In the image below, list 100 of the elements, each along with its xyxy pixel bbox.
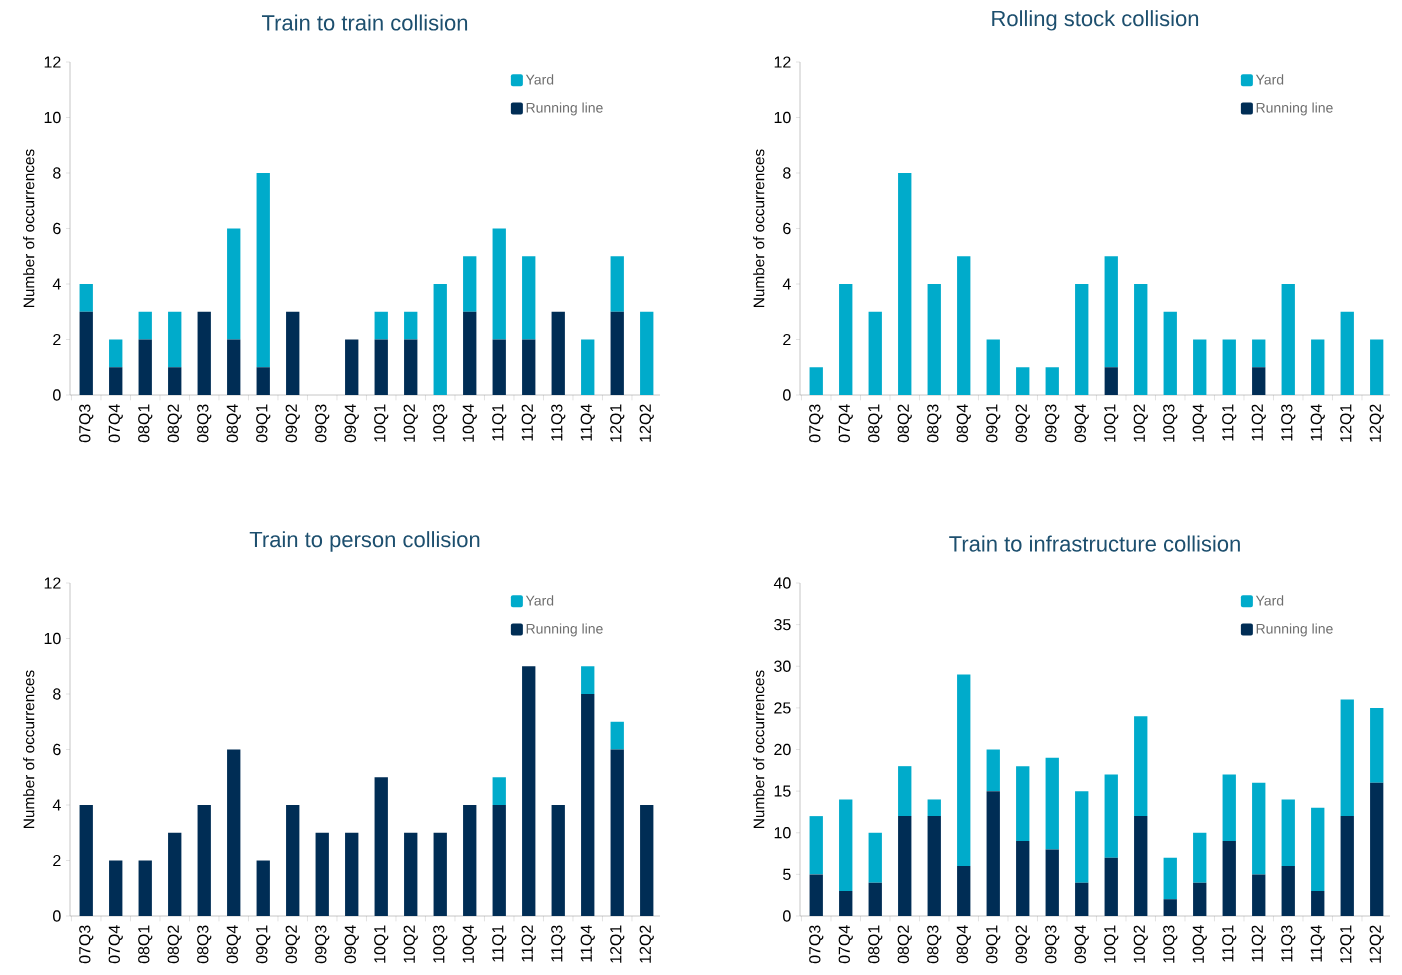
x-tick-label: 08Q3 — [927, 404, 942, 443]
x-tick-label: 08Q4 — [956, 925, 971, 964]
x-tick-label: 10Q1 — [1104, 925, 1119, 963]
bar — [197, 805, 211, 917]
bar — [522, 666, 536, 917]
x-tick-label: 09Q1 — [256, 404, 271, 443]
bar — [640, 805, 654, 917]
x-tick-label: 08Q2 — [167, 925, 182, 964]
x-tick-label: 11Q4 — [580, 404, 595, 441]
x-tick-label: 11Q3 — [1281, 925, 1296, 962]
bar — [522, 256, 536, 340]
bar — [1193, 832, 1207, 883]
bar — [227, 228, 241, 340]
legend-label: Running line — [1256, 623, 1333, 637]
legend-label: Yard — [1255, 595, 1284, 606]
x-tick-label: 07Q4 — [838, 925, 853, 964]
bar — [839, 891, 853, 917]
bar — [463, 256, 477, 312]
x-tick-label: 07Q3 — [809, 925, 824, 964]
x-tick-label: 11Q2 — [1251, 925, 1266, 962]
x-tick-label: 09Q3 — [1045, 925, 1060, 964]
bar — [286, 805, 300, 917]
legend-label: Running line — [526, 102, 603, 116]
x-tick-label: 12Q1 — [1340, 404, 1355, 442]
bar — [898, 766, 912, 817]
bar — [986, 791, 1000, 917]
bar — [404, 339, 418, 396]
bar — [1104, 774, 1118, 858]
bar — [256, 367, 270, 396]
bar — [1340, 816, 1354, 917]
bar — [809, 874, 823, 917]
bar — [868, 832, 882, 883]
bar — [809, 816, 823, 875]
x-tick-label: 12Q1 — [1340, 925, 1355, 963]
bar — [138, 311, 152, 340]
bar — [1134, 816, 1148, 917]
bar — [581, 666, 595, 695]
bar — [1252, 339, 1266, 368]
x-tick-label: 09Q2 — [285, 404, 300, 443]
bar — [640, 311, 654, 396]
bar — [1252, 782, 1266, 875]
bar — [1075, 882, 1089, 917]
bar — [1252, 874, 1266, 917]
bar — [1281, 799, 1295, 867]
x-tick-label: 12Q1 — [610, 404, 625, 442]
bar — [839, 799, 853, 892]
y-tick-label: 40 — [773, 577, 791, 589]
y-tick-label: 8 — [53, 688, 61, 700]
y-tick-label: 10 — [774, 111, 791, 124]
x-tick-label: 09Q2 — [1015, 404, 1030, 443]
y-tick-label: 10 — [774, 827, 791, 839]
y-tick-label: 4 — [782, 278, 791, 290]
bar — [1163, 899, 1177, 917]
x-tick-label: 08Q1 — [138, 404, 153, 443]
bar — [79, 284, 93, 312]
bar — [374, 339, 388, 396]
bar — [138, 339, 152, 396]
y-axis-title: Number of occurrences — [23, 670, 35, 828]
bar — [551, 311, 565, 396]
y-tick-label: 12 — [44, 56, 61, 68]
bar — [898, 173, 912, 396]
bar — [868, 311, 882, 396]
bar — [227, 339, 241, 396]
y-tick-label: 6 — [53, 222, 61, 235]
bar — [1045, 367, 1059, 396]
y-tick-label: 5 — [783, 868, 791, 880]
bar — [168, 311, 182, 368]
bar — [1311, 891, 1325, 917]
x-tick-label: 07Q4 — [108, 925, 123, 964]
x-tick-label: 12Q1 — [610, 925, 625, 963]
x-tick-label: 11Q3 — [1281, 404, 1296, 441]
bar — [610, 311, 624, 396]
x-tick-label: 11Q1 — [492, 925, 507, 962]
x-tick-label: 09Q3 — [315, 925, 330, 964]
x-tick-label: 11Q2 — [521, 925, 536, 962]
bar — [522, 339, 536, 396]
x-tick-label: 09Q2 — [1015, 925, 1030, 964]
bar — [168, 367, 182, 396]
legend-label: Yard — [525, 74, 554, 85]
x-tick-label: 10Q1 — [1104, 404, 1119, 442]
bar — [610, 749, 624, 917]
bar — [1104, 367, 1118, 396]
x-tick-label: 08Q1 — [868, 404, 883, 443]
bar — [404, 311, 418, 340]
bar — [1370, 707, 1384, 783]
y-tick-label: 8 — [783, 167, 791, 179]
bar — [492, 228, 506, 340]
y-tick-label: 2 — [783, 333, 791, 346]
bar — [492, 339, 506, 396]
bar — [138, 860, 152, 917]
bar — [1045, 849, 1059, 917]
x-tick-label: 10Q2 — [403, 404, 418, 442]
x-tick-label: 08Q2 — [897, 404, 912, 443]
bar — [1075, 284, 1089, 396]
bar — [1163, 857, 1177, 900]
legend-label: Yard — [525, 595, 554, 606]
y-tick-label: 6 — [783, 222, 791, 235]
x-tick-label: 09Q4 — [344, 925, 359, 964]
x-tick-label: 10Q4 — [462, 925, 477, 963]
y-tick-label: 4 — [52, 278, 61, 290]
